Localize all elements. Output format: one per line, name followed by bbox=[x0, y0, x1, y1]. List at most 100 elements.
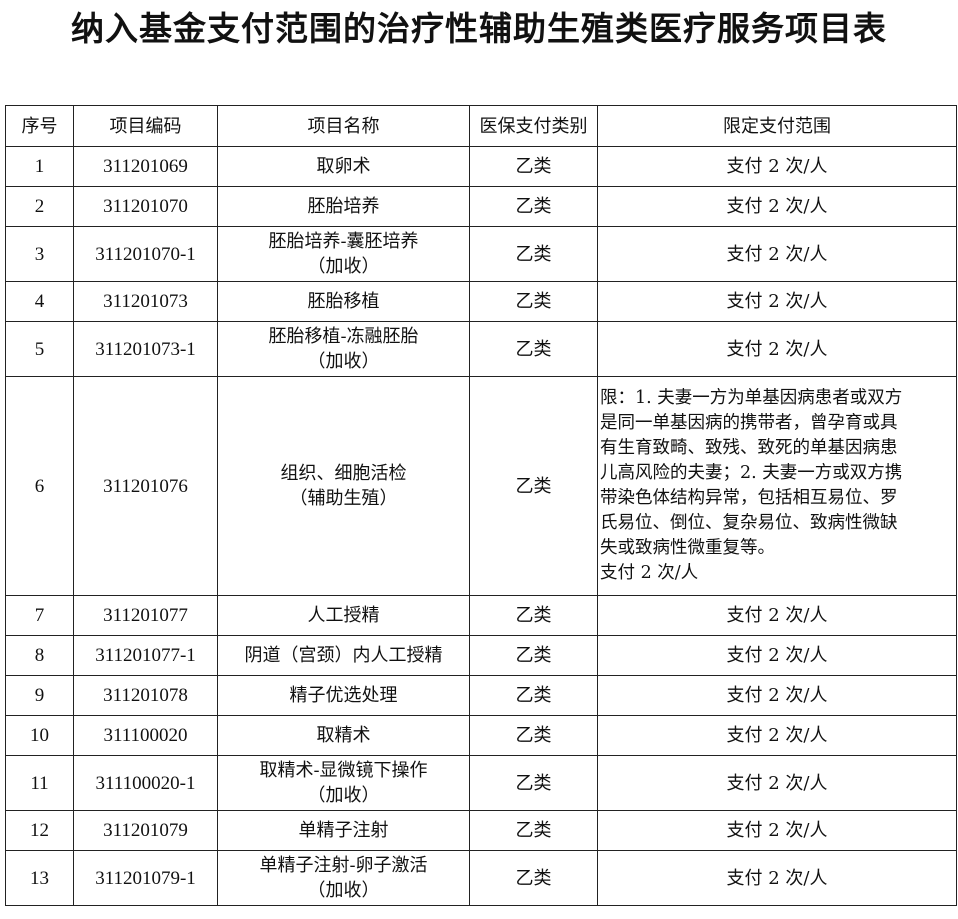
header-scope: 限定支付范围 bbox=[597, 105, 957, 147]
payment-scope: 支付 2 次/人 bbox=[726, 772, 828, 794]
cell-category: 乙类 bbox=[469, 321, 598, 377]
payment-scope: 支付 2 次/人 bbox=[726, 605, 828, 626]
item-code: 311201078 bbox=[103, 685, 188, 706]
cell-name: 阴道（宫颈）内人工授精 bbox=[217, 635, 470, 676]
table-header: 序号 项目编码 项目名称 医保支付类别 限定支付范围 bbox=[5, 105, 957, 147]
item-name-line: 组织、细胞活检 bbox=[280, 463, 407, 484]
row-number: 6 bbox=[34, 475, 45, 497]
payment-scope: 支付 2 次/人 bbox=[726, 685, 828, 706]
payment-category: 乙类 bbox=[515, 867, 552, 889]
cell-scope: 限：1. 夫妻一方为单基因病患者或双方 是同一单基因病的携带者，曾孕育或具 有生育致… bbox=[597, 376, 957, 596]
cell-no: 4 bbox=[5, 281, 74, 322]
payment-scope: 支付 2 次/人 bbox=[726, 867, 828, 889]
header-name: 项目名称 bbox=[217, 105, 470, 147]
item-code: 311201073-1 bbox=[95, 338, 196, 360]
row-number: 9 bbox=[34, 685, 45, 706]
table-row: 5 311201073-1 胚胎移植-冻融胚胎 （加收） 乙类 支付 2 次/人 bbox=[5, 321, 957, 377]
cell-name: 胚胎培养 bbox=[217, 186, 470, 227]
cell-code: 311100020-1 bbox=[73, 755, 218, 811]
header-no: 序号 bbox=[5, 105, 74, 147]
cell-code: 311100020 bbox=[73, 715, 218, 756]
table-row: 4 311201073 胚胎移植 乙类 支付 2 次/人 bbox=[5, 281, 957, 322]
table-row: 9 311201078 精子优选处理 乙类 支付 2 次/人 bbox=[5, 675, 957, 716]
row-number: 1 bbox=[34, 156, 45, 177]
scope-line: 支付 2 次/人 bbox=[600, 563, 699, 583]
cell-no: 1 bbox=[5, 146, 74, 187]
cell-code: 311201073 bbox=[73, 281, 218, 322]
cell-name: 胚胎培养-囊胚培养 （加收） bbox=[217, 226, 470, 282]
cell-code: 311201076 bbox=[73, 376, 218, 596]
item-code: 311201076 bbox=[103, 475, 188, 497]
table-row: 12 311201079 单精子注射 乙类 支付 2 次/人 bbox=[5, 810, 957, 851]
cell-code: 311201069 bbox=[73, 146, 218, 187]
scope-line: 带染色体结构异常，包括相互易位、罗 bbox=[600, 488, 898, 508]
cell-category: 乙类 bbox=[469, 810, 598, 851]
cell-category: 乙类 bbox=[469, 186, 598, 227]
cell-no: 7 bbox=[5, 595, 74, 636]
payment-category: 乙类 bbox=[515, 820, 552, 841]
payment-category: 乙类 bbox=[515, 156, 552, 177]
cell-scope: 支付 2 次/人 bbox=[597, 595, 957, 636]
cell-code: 311201070 bbox=[73, 186, 218, 227]
cell-category: 乙类 bbox=[469, 226, 598, 282]
payment-scope: 支付 2 次/人 bbox=[726, 820, 828, 841]
payment-category: 乙类 bbox=[515, 338, 552, 360]
cell-name: 单精子注射-卵子激活 （加收） bbox=[217, 850, 470, 906]
row-number: 2 bbox=[34, 196, 45, 217]
table-row: 6 311201076 组织、细胞活检 （辅助生殖） 乙类 限：1. 夫妻一方为单基因病患… bbox=[5, 376, 957, 596]
row-number: 7 bbox=[34, 605, 45, 626]
payment-category: 乙类 bbox=[515, 772, 552, 794]
cell-name: 精子优选处理 bbox=[217, 675, 470, 716]
cell-scope: 支付 2 次/人 bbox=[597, 186, 957, 227]
payment-scope: 支付 2 次/人 bbox=[726, 338, 828, 360]
item-code: 311100020 bbox=[103, 725, 188, 746]
row-number: 10 bbox=[30, 725, 49, 746]
row-number: 13 bbox=[30, 867, 49, 889]
cell-no: 8 bbox=[5, 635, 74, 676]
cell-name: 取卵术 bbox=[217, 146, 470, 187]
cell-scope: 支付 2 次/人 bbox=[597, 810, 957, 851]
item-name-line: （加收） bbox=[307, 785, 380, 806]
payment-category: 乙类 bbox=[515, 685, 552, 706]
cell-scope: 支付 2 次/人 bbox=[597, 146, 957, 187]
item-name-line: 单精子注射 bbox=[298, 820, 389, 841]
row-number: 8 bbox=[34, 645, 45, 666]
payment-scope: 支付 2 次/人 bbox=[726, 725, 828, 746]
item-code: 311201077-1 bbox=[95, 645, 196, 666]
payment-scope: 支付 2 次/人 bbox=[726, 156, 828, 177]
item-name-line: （加收） bbox=[307, 351, 380, 372]
row-number: 4 bbox=[34, 291, 45, 312]
table-row: 10 311100020 取精术 乙类 支付 2 次/人 bbox=[5, 715, 957, 756]
cell-category: 乙类 bbox=[469, 635, 598, 676]
item-code: 311201069 bbox=[103, 156, 188, 177]
table-row: 8 311201077-1 阴道（宫颈）内人工授精 乙类 支付 2 次/人 bbox=[5, 635, 957, 676]
payment-scope: 支付 2 次/人 bbox=[726, 291, 828, 312]
cell-name: 胚胎移植 bbox=[217, 281, 470, 322]
table-row: 7 311201077 人工授精 乙类 支付 2 次/人 bbox=[5, 595, 957, 636]
item-name-line: 取精术-显微镜下操作 bbox=[259, 760, 428, 781]
cell-category: 乙类 bbox=[469, 850, 598, 906]
item-name-line: 胚胎培养 bbox=[307, 196, 380, 217]
item-name-line: 精子优选处理 bbox=[289, 685, 398, 706]
cell-no: 9 bbox=[5, 675, 74, 716]
cell-no: 2 bbox=[5, 186, 74, 227]
cell-no: 5 bbox=[5, 321, 74, 377]
cell-scope: 支付 2 次/人 bbox=[597, 715, 957, 756]
row-number: 3 bbox=[34, 243, 45, 265]
items-table: 序号 项目编码 项目名称 医保支付类别 限定支付范围 1 311201069 取卵术… bbox=[5, 105, 957, 906]
scope-line: 有生育致畸、致残、致死的单基因病患 bbox=[600, 438, 898, 458]
item-code: 311201077 bbox=[103, 605, 188, 626]
page-title: 纳入基金支付范围的治疗性辅助生殖类医疗服务项目表 bbox=[71, 9, 887, 48]
payment-category: 乙类 bbox=[515, 196, 552, 217]
item-name-line: 取卵术 bbox=[316, 156, 371, 177]
payment-category: 乙类 bbox=[515, 243, 552, 265]
scope-line: 氏易位、倒位、复杂易位、致病性微缺 bbox=[600, 513, 898, 533]
cell-code: 311201079-1 bbox=[73, 850, 218, 906]
cell-name: 人工授精 bbox=[217, 595, 470, 636]
cell-name: 胚胎移植-冻融胚胎 （加收） bbox=[217, 321, 470, 377]
cell-scope: 支付 2 次/人 bbox=[597, 321, 957, 377]
item-code: 311201073 bbox=[103, 291, 188, 312]
payment-scope: 支付 2 次/人 bbox=[726, 196, 828, 217]
cell-scope: 支付 2 次/人 bbox=[597, 281, 957, 322]
payment-scope: 支付 2 次/人 bbox=[726, 243, 828, 265]
